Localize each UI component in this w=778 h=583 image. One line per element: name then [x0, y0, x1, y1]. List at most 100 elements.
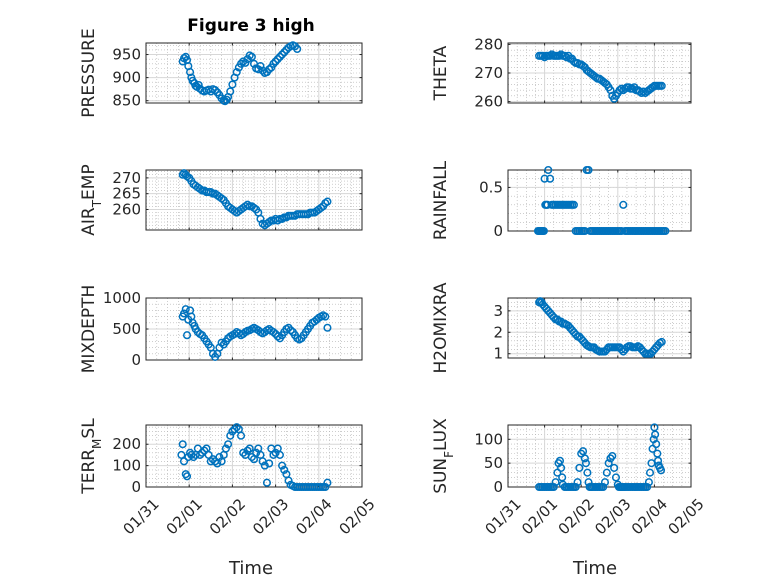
- terr-msl-point: [226, 431, 235, 440]
- pressure-axes-box: [145, 42, 363, 104]
- rainfall-point: [540, 174, 549, 183]
- rainfall-ylabel: RAINFALL: [431, 160, 451, 240]
- pressure-ytick-label: 900: [112, 69, 141, 87]
- terr-msl-point: [284, 476, 293, 485]
- terr-msl-point: [215, 453, 224, 462]
- sun-flux-point: [654, 456, 663, 465]
- sun-flux-point: [602, 468, 611, 477]
- sun-flux-ytick-label: 0: [493, 478, 503, 496]
- terr-msl-ytick-label: 200: [112, 435, 141, 453]
- sun-flux-point: [604, 459, 613, 468]
- sun-flux-point: [578, 447, 588, 456]
- h2omixra-ylabel: H2OMIXRA: [431, 282, 451, 373]
- sun-flux-point: [551, 478, 560, 487]
- h2omixra-axes-box: [507, 297, 692, 359]
- terr-msl-xtick-label: 02/02: [206, 495, 249, 538]
- pressure-point: [228, 80, 237, 89]
- sun-flux-xtick-label: 02/02: [555, 495, 598, 538]
- terr-msl-series: [177, 423, 332, 492]
- mixdepth-point: [269, 328, 278, 337]
- subplot-h2omixra: 1 2 3 H2OMIXRA: [431, 282, 692, 374]
- sun-flux-ytick-label: 50: [484, 454, 503, 472]
- sun-flux-point: [583, 468, 592, 477]
- h2omixra-ytick-label: 2: [493, 323, 503, 341]
- sun-flux-xtick-label: 02/03: [591, 495, 634, 538]
- mixdepth-point: [323, 323, 332, 332]
- pressure-point: [273, 55, 282, 64]
- h2omixra-series: [535, 297, 666, 358]
- sun-flux-point: [647, 459, 656, 468]
- pressure-point: [194, 80, 203, 90]
- mixdepth-series: [178, 305, 332, 361]
- x-axis-label-right: Time: [572, 558, 617, 579]
- mixdepth-ytick-label: 1000: [103, 289, 141, 307]
- sun-flux-point: [580, 454, 589, 463]
- sun-flux-point: [571, 482, 580, 492]
- sun-flux-point: [611, 473, 621, 482]
- theta-point: [562, 53, 571, 62]
- terr-msl-point: [182, 472, 192, 481]
- sun-flux-xtick-label: 02/04: [628, 495, 671, 538]
- terr-msl-xtick-label: 02/05: [335, 495, 378, 538]
- terr-msl-point: [221, 444, 230, 453]
- theta-point: [628, 84, 637, 93]
- pressure-point: [211, 86, 220, 95]
- subplot-rainfall: 0 0.5 RAINFALL: [431, 160, 692, 240]
- terr-msl-point: [247, 453, 256, 462]
- theta-ytick-label: 270: [474, 64, 503, 82]
- terr-msl-point: [232, 423, 241, 432]
- terr-msl-point: [275, 450, 284, 459]
- figure-title: Figure 3 high: [187, 16, 315, 36]
- theta-ylabel: THETA: [431, 45, 451, 101]
- pressure-point: [232, 68, 241, 77]
- pressure-point: [269, 59, 278, 68]
- terr-msl-axes-box: [145, 424, 363, 488]
- terr-msl-xtick-label: 01/31: [119, 495, 162, 538]
- air-temp-point: [323, 197, 332, 206]
- air-temp-point: [256, 214, 265, 223]
- theta-point: [547, 50, 556, 59]
- subplot-theta: 260 270 280 THETA: [431, 35, 692, 111]
- air-temp-series: [178, 169, 332, 230]
- theta-point: [617, 84, 626, 93]
- pressure-point: [256, 62, 265, 71]
- pressure-series: [178, 41, 302, 106]
- pressure-point: [247, 52, 256, 61]
- pressure-point: [280, 48, 289, 57]
- rainfall-point: [661, 226, 670, 236]
- sun-flux-point: [656, 466, 666, 475]
- pressure-point: [275, 52, 284, 61]
- sun-flux-point: [645, 468, 655, 477]
- terr-msl-point: [323, 478, 332, 487]
- terr-msl-point: [280, 465, 289, 474]
- mixdepth-point: [217, 338, 226, 347]
- rainfall-point: [569, 200, 578, 209]
- h2omixra-ytick-label: 1: [493, 345, 503, 363]
- sun-flux-ylabel: SUNFLUX: [431, 418, 456, 494]
- mixdepth-point: [273, 332, 282, 341]
- terr-msl-point: [243, 446, 252, 455]
- terr-msl-ytick-label: 100: [112, 457, 141, 475]
- terr-msl-xtick-label: 02/04: [292, 495, 335, 538]
- pressure-minor-grid: [145, 43, 363, 103]
- sun-flux-point: [652, 440, 661, 449]
- terr-msl-point: [177, 450, 186, 459]
- terr-msl-point: [252, 448, 261, 457]
- x-axis-label-left: Time: [228, 558, 273, 579]
- rainfall-series: [533, 165, 670, 236]
- sun-flux-point: [608, 451, 617, 461]
- sun-flux-point: [557, 463, 566, 472]
- terr-msl-point: [178, 440, 187, 449]
- sun-flux-point: [651, 430, 660, 439]
- sun-flux-xtick-label: 02/05: [664, 495, 707, 538]
- sun-flux-point: [610, 463, 619, 472]
- rainfall-point: [539, 226, 548, 236]
- theta-point: [639, 87, 648, 96]
- terr-msl-point: [230, 425, 239, 434]
- terr-msl-point: [236, 431, 246, 440]
- sun-flux-xtick-label: 01/31: [481, 495, 524, 538]
- rainfall-minor-grid: [507, 169, 692, 232]
- terr-msl-point: [265, 459, 274, 468]
- rainfall-point: [544, 165, 553, 175]
- terr-msl-point: [239, 448, 248, 457]
